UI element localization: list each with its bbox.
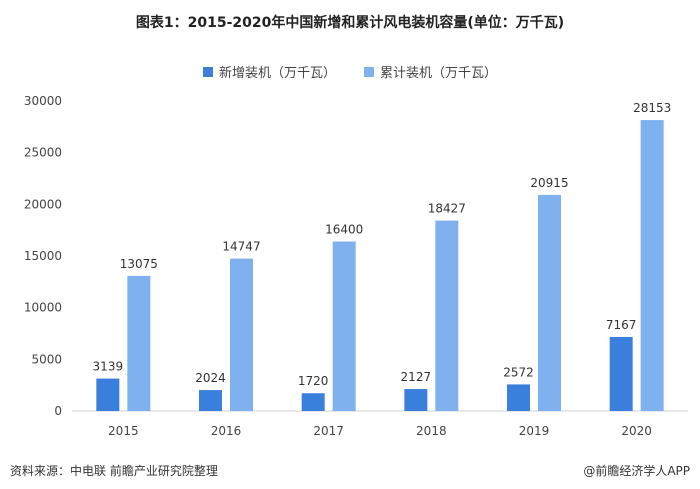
data-label-cumulative-2018: 18427 bbox=[428, 202, 466, 216]
y-tick-label-1: 5000 bbox=[31, 352, 62, 366]
bar-cumulative-2017 bbox=[332, 241, 356, 411]
x-tick-label-2016: 2016 bbox=[211, 424, 242, 438]
bar-chart: 0 5000 10000 15000 20000 25000 30000 2015 3139 13… bbox=[24, 94, 688, 438]
y-tick-label-2: 10000 bbox=[24, 301, 62, 315]
x-tick-label-2020: 2020 bbox=[621, 424, 652, 438]
x-tick-label-2019: 2019 bbox=[519, 424, 550, 438]
y-tick-label-0: 0 bbox=[54, 404, 62, 418]
data-label-new-2019: 2572 bbox=[503, 365, 534, 379]
x-tick-label-2018: 2018 bbox=[416, 424, 447, 438]
data-label-new-2018: 2127 bbox=[401, 370, 432, 384]
data-label-new-2016: 2024 bbox=[195, 371, 226, 385]
legend-swatch-cumulative bbox=[364, 66, 374, 77]
bar-new-2020 bbox=[609, 336, 633, 411]
y-tick-label-5: 25000 bbox=[24, 146, 62, 160]
credit-note: @前瞻经济学人APP bbox=[583, 464, 690, 478]
bar-new-2016 bbox=[199, 390, 222, 411]
y-tick-label-6: 30000 bbox=[24, 94, 62, 108]
data-label-new-2020: 7167 bbox=[606, 318, 637, 332]
legend-item-new: 新增装机（万千瓦） bbox=[202, 62, 336, 81]
source-note: 资料来源：中电联 前瞻产业研究院整理 bbox=[10, 464, 218, 478]
data-label-cumulative-2017: 16400 bbox=[325, 223, 363, 237]
bar-cumulative-2015 bbox=[127, 275, 151, 411]
bar-new-2018 bbox=[404, 389, 428, 411]
data-label-new-2017: 1720 bbox=[298, 374, 329, 388]
legend-label-new: 新增装机（万千瓦） bbox=[218, 66, 336, 81]
y-tick-label-3: 15000 bbox=[24, 249, 62, 263]
bar-cumulative-2018 bbox=[435, 220, 459, 411]
bar-cumulative-2016 bbox=[230, 258, 253, 411]
y-tick-label-4: 20000 bbox=[24, 197, 62, 211]
x-tick-label-2015: 2015 bbox=[108, 424, 139, 438]
bar-new-2017 bbox=[301, 393, 325, 411]
legend: 新增装机（万千瓦） 累计装机（万千瓦） bbox=[0, 62, 700, 81]
bar-new-2019 bbox=[507, 384, 530, 411]
bar-cumulative-2020 bbox=[640, 120, 664, 411]
data-label-cumulative-2016: 14747 bbox=[222, 240, 260, 254]
x-tick-label-2017: 2017 bbox=[313, 424, 344, 438]
legend-swatch-new bbox=[202, 66, 213, 77]
data-label-cumulative-2015: 13075 bbox=[120, 257, 158, 271]
data-label-cumulative-2019: 20915 bbox=[530, 176, 568, 190]
data-label-new-2015: 3139 bbox=[93, 360, 124, 374]
legend-label-cumulative: 累计装机（万千瓦） bbox=[380, 66, 498, 81]
chart-title: 图表1：2015-2020年中国新增和累计风电装机容量(单位：万千瓦) bbox=[135, 15, 565, 31]
data-label-cumulative-2020: 28153 bbox=[633, 101, 671, 115]
legend-item-cumulative: 累计装机（万千瓦） bbox=[364, 62, 497, 81]
bar-cumulative-2019 bbox=[538, 194, 561, 411]
bar-new-2015 bbox=[96, 378, 120, 411]
